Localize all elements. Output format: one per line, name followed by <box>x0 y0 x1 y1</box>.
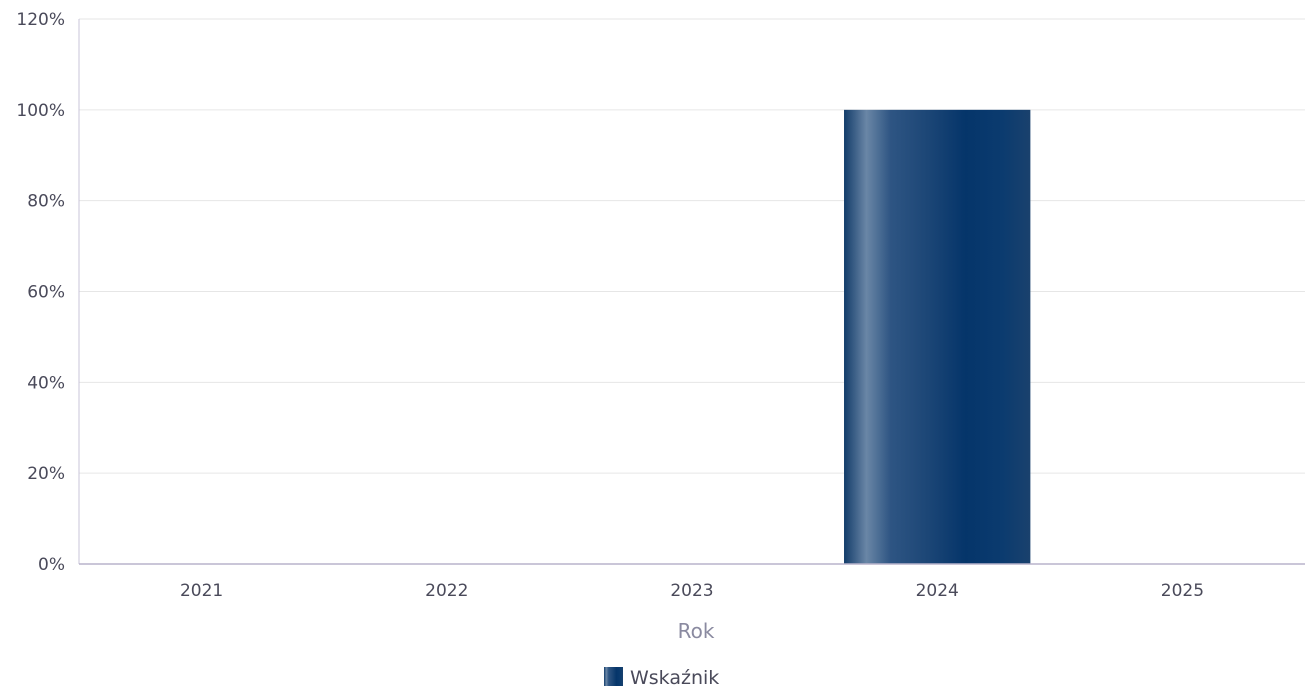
y-tick-labels: 0% 20% 40% 60% 80% 100% 120% <box>16 10 65 575</box>
x-tick-label: 2022 <box>425 581 468 601</box>
x-tick-label: 2023 <box>670 581 713 601</box>
legend[interactable]: Wskaźnik <box>604 667 719 689</box>
x-tick-label: 2021 <box>180 581 223 601</box>
bars <box>844 109 1031 564</box>
gridlines <box>79 18 1305 474</box>
y-tick-label: 40% <box>27 373 65 393</box>
bar-2024[interactable] <box>844 109 1031 564</box>
legend-swatch <box>604 667 623 686</box>
y-tick-label: 20% <box>27 464 65 484</box>
axes <box>78 19 1305 565</box>
x-axis-title: Rok <box>678 619 715 643</box>
x-tick-labels: 2021 2022 2023 2024 2025 <box>180 581 1204 601</box>
y-tick-label: 80% <box>27 192 65 212</box>
legend-label: Wskaźnik <box>630 667 719 689</box>
x-tick-label: 2025 <box>1161 581 1204 601</box>
y-tick-label: 120% <box>16 10 65 30</box>
y-tick-label: 0% <box>38 555 65 575</box>
y-tick-label: 60% <box>27 283 65 303</box>
y-tick-label: 100% <box>16 101 65 121</box>
x-tick-label: 2024 <box>916 581 959 601</box>
